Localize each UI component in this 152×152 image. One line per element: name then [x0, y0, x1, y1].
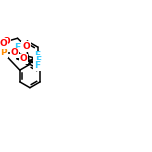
Text: O: O	[22, 42, 30, 51]
Text: F: F	[35, 56, 41, 65]
Text: P: P	[0, 48, 7, 57]
Text: F: F	[34, 61, 40, 70]
Text: F: F	[14, 43, 20, 52]
Text: O: O	[19, 54, 27, 63]
Text: F: F	[34, 51, 40, 60]
Text: O: O	[11, 48, 19, 57]
Text: O: O	[2, 37, 10, 46]
Text: O: O	[0, 39, 7, 48]
